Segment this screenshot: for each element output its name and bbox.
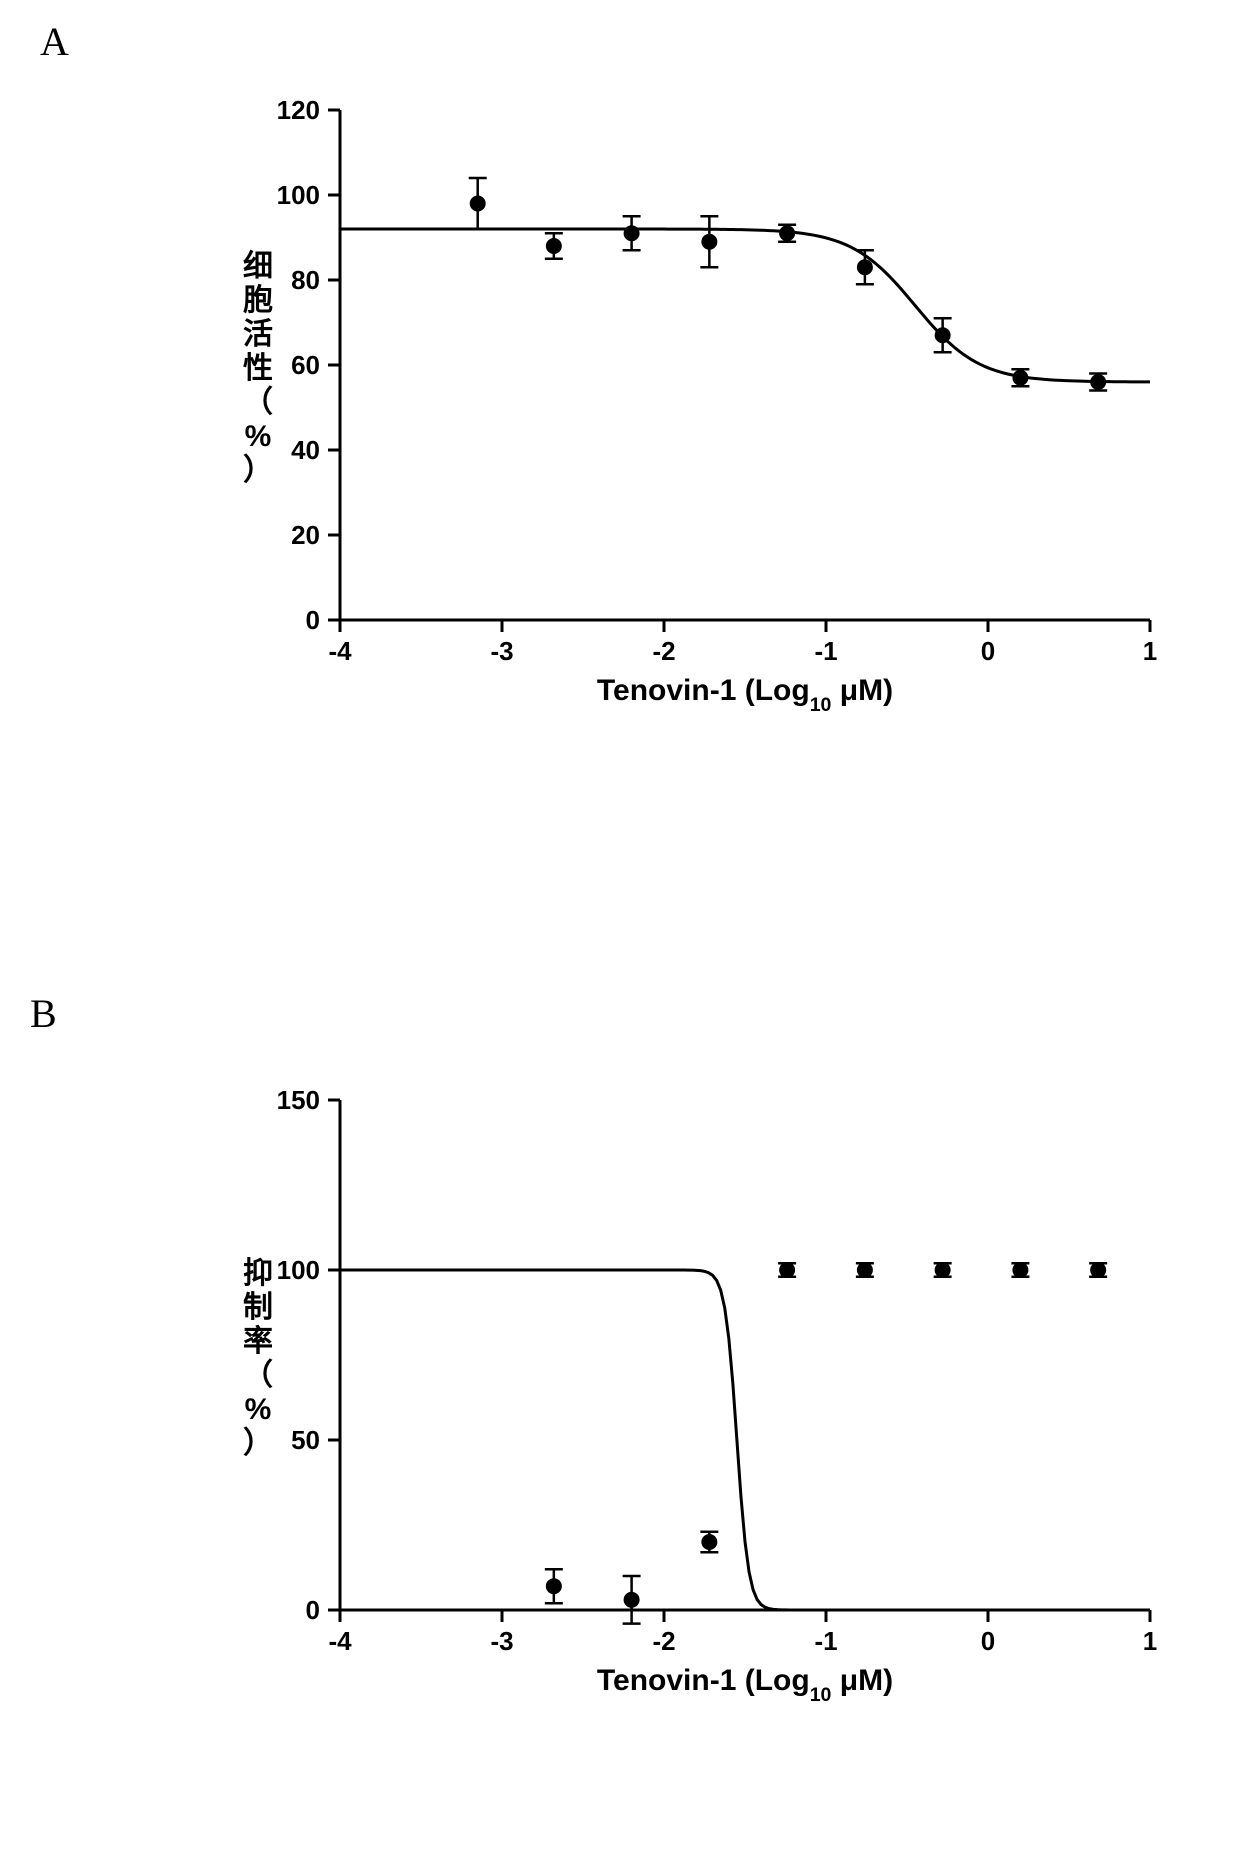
svg-text:-4: -4 (328, 636, 352, 666)
svg-text:-3: -3 (490, 636, 513, 666)
svg-text:-2: -2 (652, 636, 675, 666)
panel-a-label: A (40, 18, 69, 65)
svg-text:%: % (245, 1393, 272, 1426)
svg-text:0: 0 (981, 1626, 995, 1656)
svg-text:120: 120 (277, 95, 320, 125)
svg-text:80: 80 (291, 265, 320, 295)
svg-text:0: 0 (306, 1595, 320, 1625)
svg-text:抑: 抑 (243, 1257, 273, 1290)
svg-text:%: % (245, 420, 272, 453)
svg-text:50: 50 (291, 1425, 320, 1455)
svg-text:胞: 胞 (243, 284, 273, 317)
panel-b-chart: -4 -3 -2 -1 0 1 0 50 100 150 Tenovin-1 (Log10 μM) 抑… (230, 1080, 1170, 1720)
svg-text:细: 细 (243, 250, 273, 283)
svg-text:-2: -2 (652, 1626, 675, 1656)
svg-text:-1: -1 (814, 1626, 837, 1656)
svg-text:60: 60 (291, 350, 320, 380)
svg-text:150: 150 (277, 1085, 320, 1115)
svg-text:Tenovin-1 (Log10 μM): Tenovin-1 (Log10 μM) (597, 1664, 893, 1706)
svg-text:）: ） (243, 453, 273, 487)
svg-text:（: （ (243, 385, 273, 419)
page: A -4-3-2-101020406080100120Tenovin-1 (Lo… (0, 0, 1240, 1867)
svg-text:0: 0 (981, 636, 995, 666)
svg-text:1: 1 (1143, 636, 1157, 666)
svg-text:-3: -3 (490, 1626, 513, 1656)
svg-text:制: 制 (243, 1291, 273, 1324)
svg-text:1: 1 (1143, 1626, 1157, 1656)
svg-text:（: （ (243, 1358, 273, 1392)
svg-text:100: 100 (277, 180, 320, 210)
svg-text:Tenovin-1 (Log10 μM): Tenovin-1 (Log10 μM) (597, 674, 893, 716)
panel-b-svg: -4 -3 -2 -1 0 1 0 50 100 150 Tenovin-1 (Log10 μM) 抑… (230, 1080, 1170, 1720)
svg-text:40: 40 (291, 435, 320, 465)
svg-text:）: ） (243, 1426, 273, 1460)
svg-text:活: 活 (243, 318, 273, 351)
svg-text:20: 20 (291, 520, 320, 550)
svg-text:100: 100 (277, 1255, 320, 1285)
panel-a-chart: -4-3-2-101020406080100120Tenovin-1 (Log1… (230, 90, 1170, 730)
svg-text:-1: -1 (814, 636, 837, 666)
panel-a-svg: -4-3-2-101020406080100120Tenovin-1 (Log1… (230, 90, 1170, 730)
svg-text:率: 率 (243, 1325, 273, 1358)
panel-b-label: B (30, 990, 57, 1037)
svg-text:性: 性 (243, 352, 273, 385)
svg-text:0: 0 (306, 605, 320, 635)
svg-text:-4: -4 (328, 1626, 352, 1656)
